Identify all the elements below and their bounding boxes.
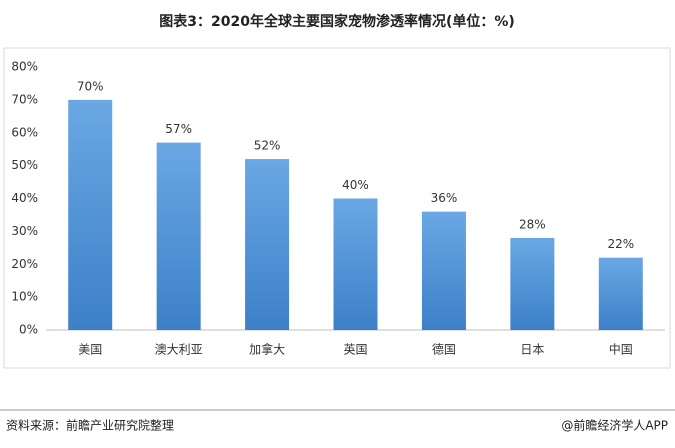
bar: [598, 257, 643, 330]
bar: [421, 211, 466, 330]
x-tick-label: 德国: [432, 342, 456, 357]
bar: [333, 198, 378, 330]
value-label: 36%: [431, 191, 458, 205]
y-tick-label: 70%: [11, 92, 38, 106]
x-tick-label: 日本: [520, 343, 544, 357]
bar: [245, 159, 290, 330]
value-label: 28%: [519, 217, 546, 231]
bar: [68, 99, 113, 330]
value-label: 70%: [77, 79, 104, 93]
chart-title: 图表3：2020年全球主要国家宠物渗透率情况(单位：%): [159, 13, 515, 30]
source: 资料来源：前瞻产业研究院整理: [6, 418, 174, 433]
value-label: 40%: [342, 178, 369, 192]
y-tick-label: 30%: [11, 224, 38, 238]
y-tick-label: 20%: [11, 257, 38, 271]
x-tick-label: 中国: [609, 342, 633, 357]
y-tick-label: 60%: [11, 125, 38, 139]
x-tick-label: 澳大利亚: [155, 343, 203, 357]
bar: [510, 237, 555, 330]
y-tick-label: 40%: [11, 191, 38, 205]
y-tick-label: 10%: [11, 290, 38, 304]
credit: @前瞻经济学人APP: [561, 418, 668, 433]
x-tick-label: 美国: [78, 343, 102, 357]
value-label: 52%: [254, 139, 281, 153]
plot-frame: [3, 47, 671, 369]
y-tick-label: 0%: [19, 323, 38, 337]
value-label: 22%: [607, 237, 634, 251]
x-tick-label: 英国: [343, 343, 367, 357]
y-tick-label: 50%: [11, 158, 38, 172]
bar: [156, 142, 201, 330]
x-tick-label: 加拿大: [249, 342, 285, 357]
y-tick-label: 80%: [11, 60, 38, 74]
value-label: 57%: [165, 122, 192, 136]
